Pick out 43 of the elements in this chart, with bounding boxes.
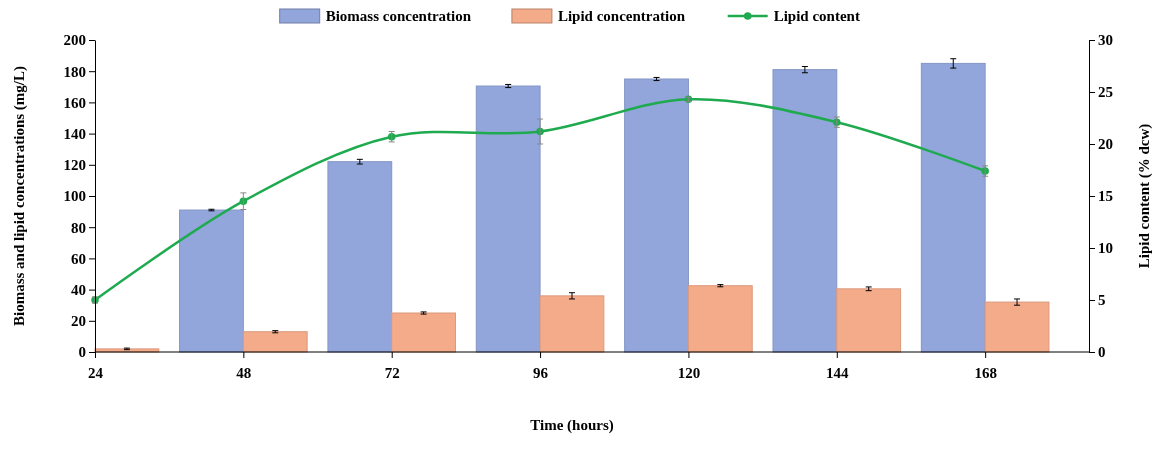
y-tick-label: 40 [71, 281, 86, 298]
y2-tick-label: 30 [1098, 32, 1113, 49]
x-axis-title: Time (hours) [530, 417, 614, 434]
y-tick-label: 140 [63, 125, 86, 142]
y2-tick-label: 20 [1098, 136, 1113, 153]
bar [984, 301, 1050, 353]
y2-tick-label: 5 [1098, 292, 1106, 309]
x-tick-label: 48 [236, 364, 252, 381]
bar [836, 288, 902, 353]
x-tick-label: 24 [88, 364, 104, 381]
x-tick-label: 168 [974, 364, 997, 381]
bar [179, 209, 244, 353]
x-tick-label: 96 [533, 364, 549, 381]
y-tick-label: 180 [63, 63, 86, 80]
y-tick-label: 100 [63, 188, 86, 205]
bar [772, 69, 838, 353]
y2-tick-label: 15 [1098, 188, 1113, 205]
y2-axis-title: Lipid content (% dcw) [1136, 123, 1153, 269]
bar [391, 312, 457, 353]
legend-label: Lipid content [773, 8, 860, 25]
bar [687, 285, 753, 353]
y2-tick-label: 10 [1098, 240, 1113, 257]
y2-tick-label: 0 [1098, 344, 1106, 361]
bar [539, 295, 605, 353]
y-tick-label: 20 [71, 313, 86, 330]
bar [242, 331, 308, 353]
x-tick-label: 144 [826, 364, 850, 381]
y-tick-label: 120 [63, 157, 86, 174]
y-tick-label: 200 [63, 32, 86, 49]
y-tick-label: 0 [78, 344, 86, 361]
y-tick-label: 60 [71, 250, 86, 267]
legend-label: Lipid concentration [557, 8, 686, 25]
y-tick-label: 80 [71, 219, 86, 236]
y-axis-title: Biomass and lipid concentrations (mg/L) [11, 65, 28, 327]
y2-tick-label: 25 [1098, 84, 1113, 101]
x-tick-label: 120 [677, 364, 701, 381]
bar [624, 78, 689, 353]
bar [327, 161, 393, 353]
x-tick-label: 72 [384, 364, 400, 381]
legend-label: Biomass concentration [325, 8, 472, 25]
y-tick-label: 160 [63, 94, 86, 111]
bar [475, 85, 541, 353]
bar [920, 62, 986, 353]
